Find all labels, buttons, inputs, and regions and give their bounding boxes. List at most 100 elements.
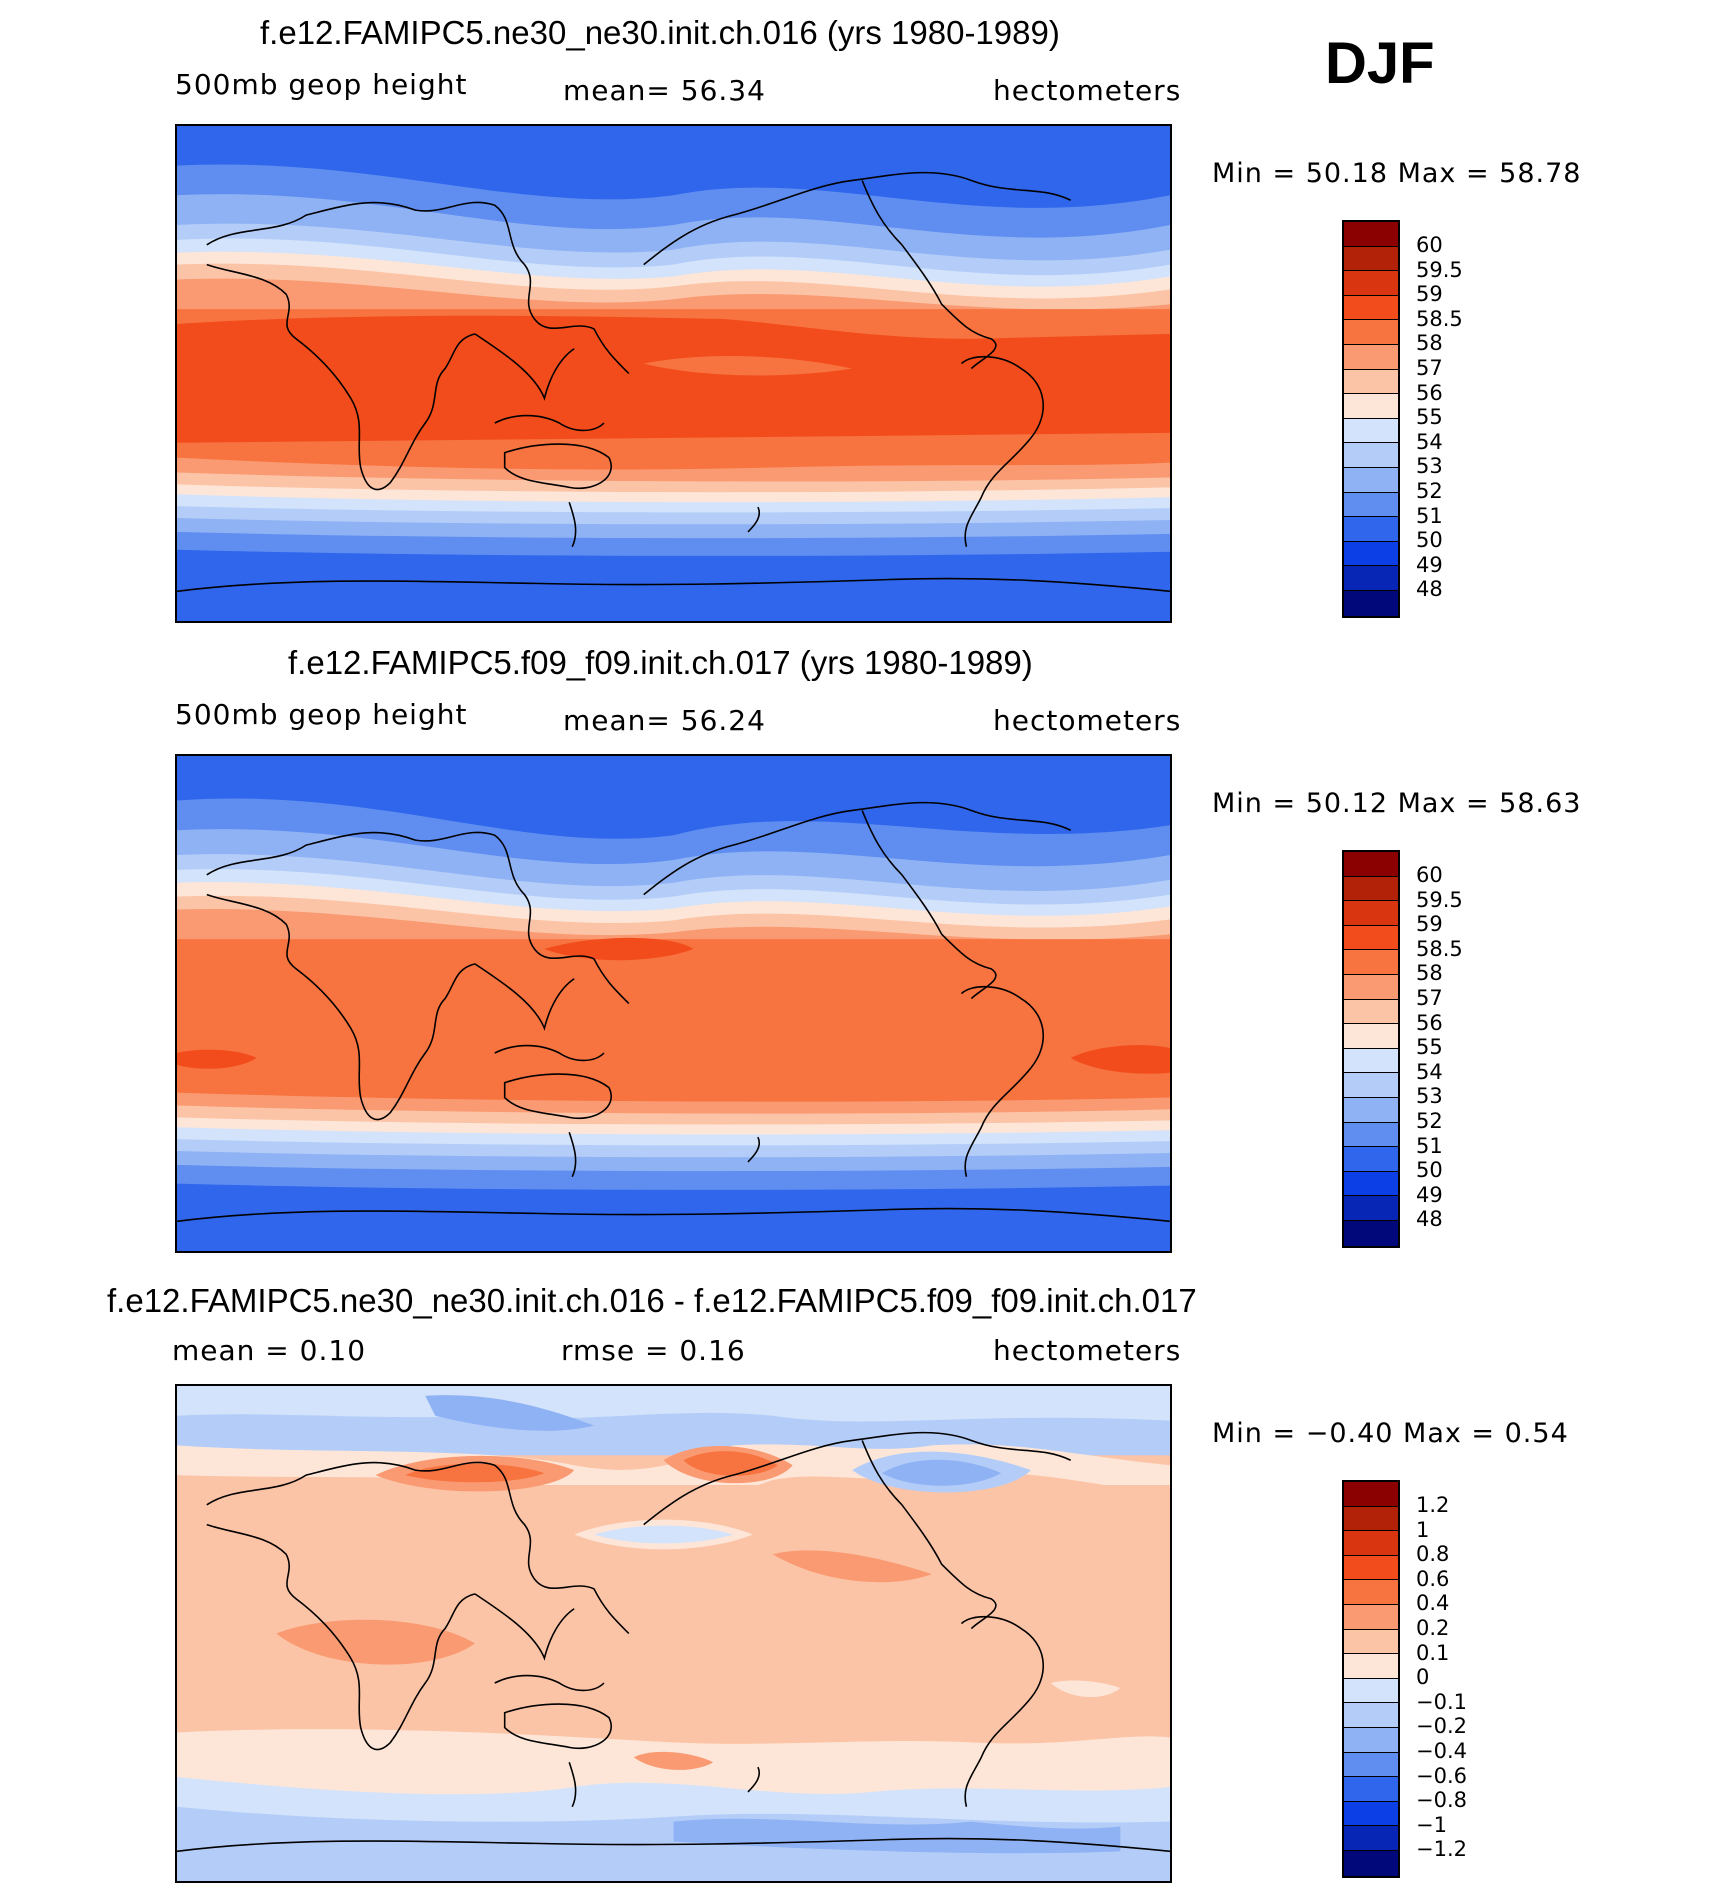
panel-3-swatch-6 xyxy=(1344,1604,1398,1630)
colorbar-label: 58 xyxy=(1416,331,1443,356)
panel-2-mean-label: mean= 56.24 xyxy=(563,704,766,737)
colorbar-label: 1 xyxy=(1416,1517,1430,1542)
colorbar-label: 1.2 xyxy=(1416,1493,1450,1517)
panel-2-colorbar xyxy=(1342,850,1400,1248)
panel-2-swatch-5 xyxy=(1344,950,1398,975)
panel-1-swatch-6 xyxy=(1344,344,1398,370)
panel-3-swatch-13 xyxy=(1344,1777,1398,1802)
panel-1-swatch-15 xyxy=(1344,566,1398,591)
panel-2-swatch-12 xyxy=(1344,1122,1398,1148)
colorbar-label: 55 xyxy=(1416,1035,1443,1060)
colorbar-label: 51 xyxy=(1416,1133,1443,1158)
panel-2-swatch-11 xyxy=(1344,1097,1398,1123)
panel-2-contour-field xyxy=(177,756,1170,1251)
colorbar-label: 56 xyxy=(1416,1010,1443,1035)
colorbar-label: 52 xyxy=(1416,1108,1443,1133)
panel-2-swatch-8 xyxy=(1344,1024,1398,1049)
colorbar-label: 0.8 xyxy=(1416,1542,1450,1567)
panel-1-variable-label: 500mb geop height xyxy=(175,68,468,101)
panel-1-swatch-16 xyxy=(1344,590,1398,616)
colorbar-label: 53 xyxy=(1416,1084,1443,1109)
colorbar-label: 55 xyxy=(1416,405,1443,430)
panel-3-swatch-12 xyxy=(1344,1752,1398,1778)
panel-3-swatch-8 xyxy=(1344,1654,1398,1679)
colorbar-label: 49 xyxy=(1416,1182,1443,1207)
colorbar-label: −0.6 xyxy=(1416,1763,1467,1788)
panel-1-swatch-1 xyxy=(1344,222,1398,247)
colorbar-label: 56 xyxy=(1416,380,1443,405)
panel-2-swatch-4 xyxy=(1344,925,1398,951)
panel-3-swatch-2 xyxy=(1344,1506,1398,1532)
panel-3-swatch-10 xyxy=(1344,1703,1398,1728)
panel-2-map xyxy=(175,754,1172,1253)
panel-3-mean-label: mean = 0.10 xyxy=(172,1334,367,1367)
colorbar-label: 58 xyxy=(1416,961,1443,986)
colorbar-label: 54 xyxy=(1416,1059,1443,1084)
panel-1-swatch-14 xyxy=(1344,541,1398,567)
colorbar-label: 0.1 xyxy=(1416,1640,1450,1665)
panel-1-mean-label: mean= 56.34 xyxy=(563,74,766,107)
colorbar-label: 50 xyxy=(1416,1158,1443,1183)
panel-2-swatch-1 xyxy=(1344,852,1398,877)
colorbar-label: −1 xyxy=(1416,1812,1447,1837)
colorbar-label: 50 xyxy=(1416,528,1443,553)
colorbar-label: 0 xyxy=(1416,1665,1430,1690)
panel-1-colorbar xyxy=(1342,220,1400,618)
panel-3-swatch-9 xyxy=(1344,1678,1398,1704)
panel-1-swatch-9 xyxy=(1344,418,1398,444)
colorbar-label: 0.4 xyxy=(1416,1591,1450,1616)
panel-1-swatch-3 xyxy=(1344,271,1398,296)
colorbar-label: 49 xyxy=(1416,552,1443,577)
panel-3-swatch-16 xyxy=(1344,1850,1398,1876)
colorbar-label: 0.2 xyxy=(1416,1615,1450,1640)
panel-2-swatch-9 xyxy=(1344,1048,1398,1074)
colorbar-label: 52 xyxy=(1416,478,1443,503)
colorbar-label: 48 xyxy=(1416,1207,1443,1232)
colorbar-label: 60 xyxy=(1416,863,1443,887)
panel-3-units-label: hectometers xyxy=(993,1334,1182,1367)
panel-3-swatch-5 xyxy=(1344,1580,1398,1605)
panel-3-swatch-15 xyxy=(1344,1826,1398,1851)
colorbar-label: 58.5 xyxy=(1416,306,1463,331)
panel-2-swatch-6 xyxy=(1344,974,1398,1000)
panel-1-swatch-8 xyxy=(1344,394,1398,419)
panel-3-swatch-7 xyxy=(1344,1629,1398,1655)
panel-3-swatch-11 xyxy=(1344,1727,1398,1753)
panel-2-swatch-15 xyxy=(1344,1196,1398,1221)
panel-3-rmse-label: rmse = 0.16 xyxy=(561,1334,746,1367)
panel-1-swatch-11 xyxy=(1344,467,1398,493)
season-label: DJF xyxy=(1325,31,1435,96)
panel-1-units-label: hectometers xyxy=(993,74,1182,107)
panel-1-swatch-12 xyxy=(1344,492,1398,518)
colorbar-label: 48 xyxy=(1416,577,1443,602)
panel-3-swatch-3 xyxy=(1344,1531,1398,1556)
colorbar-label: 59 xyxy=(1416,282,1443,307)
panel-1-swatch-2 xyxy=(1344,246,1398,272)
colorbar-label: 57 xyxy=(1416,985,1443,1010)
colorbar-label: 54 xyxy=(1416,429,1443,454)
panel-2-swatch-2 xyxy=(1344,876,1398,902)
colorbar-label: −0.2 xyxy=(1416,1714,1467,1739)
panel-3-title: f.e12.FAMIPC5.ne30_ne30.init.ch.016 - f.… xyxy=(107,1282,1197,1319)
colorbar-label: 59 xyxy=(1416,912,1443,937)
panel-3-swatch-1 xyxy=(1344,1482,1398,1507)
colorbar-label: −1.2 xyxy=(1416,1837,1467,1862)
panel-3-swatch-14 xyxy=(1344,1801,1398,1827)
panel-2-variable-label: 500mb geop height xyxy=(175,698,468,731)
panel-2-swatch-14 xyxy=(1344,1171,1398,1197)
panel-2-swatch-7 xyxy=(1344,999,1398,1025)
panel-2-minmax: Min = 50.12 Max = 58.63 xyxy=(1212,788,1582,819)
panel-2-title: f.e12.FAMIPC5.f09_f09.init.ch.017 (yrs 1… xyxy=(288,644,1033,681)
colorbar-label: 60 xyxy=(1416,233,1443,257)
panel-1-colorbar-labels: 60 59.5 59 58.5 58 57 56 55 54 53 52 51 … xyxy=(1416,233,1463,602)
panel-2-colorbar-labels: 60 59.5 59 58.5 58 57 56 55 54 53 52 51 … xyxy=(1416,863,1463,1232)
panel-2-swatch-3 xyxy=(1344,901,1398,926)
panel-3-colorbar xyxy=(1342,1480,1400,1878)
panel-1-map xyxy=(175,124,1172,623)
colorbar-label: 59.5 xyxy=(1416,887,1463,912)
panel-2-swatch-16 xyxy=(1344,1220,1398,1246)
colorbar-label: −0.4 xyxy=(1416,1738,1467,1763)
panel-2-units-label: hectometers xyxy=(993,704,1182,737)
panel-1-title: f.e12.FAMIPC5.ne30_ne30.init.ch.016 (yrs… xyxy=(260,14,1060,51)
colorbar-label: −0.8 xyxy=(1416,1788,1467,1813)
